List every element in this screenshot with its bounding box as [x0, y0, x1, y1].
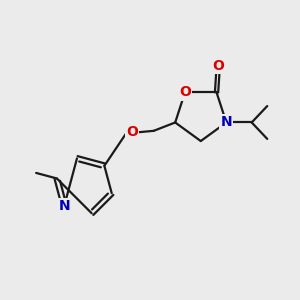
Text: O: O — [212, 58, 224, 73]
Text: O: O — [179, 85, 191, 99]
Text: N: N — [220, 116, 232, 130]
Text: N: N — [58, 199, 70, 213]
Text: O: O — [126, 125, 138, 139]
